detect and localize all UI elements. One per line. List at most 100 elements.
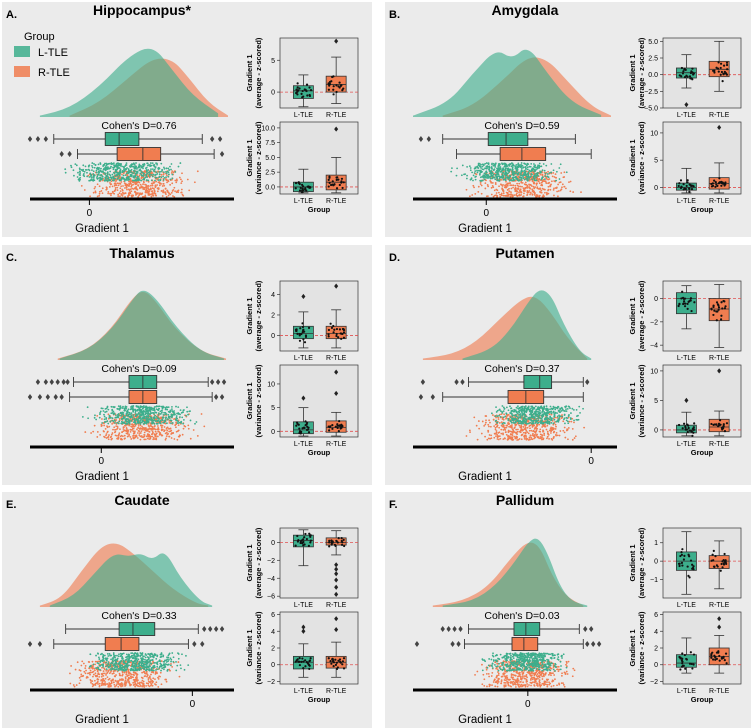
small-point [296, 86, 299, 89]
rain-point-r-tle [128, 434, 130, 437]
rain-point-r-tle [154, 185, 157, 188]
rain-point-l-tle [489, 170, 492, 173]
rain-point-l-tle [167, 173, 170, 176]
rain-point-r-tle [495, 416, 497, 419]
rain-point-l-tle [472, 179, 474, 182]
rain-point-l-tle [149, 170, 152, 172]
rain-point-r-tle [491, 184, 494, 187]
rain-point-l-tle [560, 406, 563, 409]
rain-point-r-tle [136, 428, 138, 431]
rain-point-r-tle [127, 180, 130, 183]
rain-point-r-tle [529, 187, 532, 190]
rain-point-r-tle [187, 427, 190, 430]
small-point [335, 84, 338, 87]
rain-point-l-tle [524, 168, 527, 171]
rain-point-r-tle [161, 424, 164, 427]
rain-point-r-tle [166, 433, 169, 436]
y-axis-title: Gradient 1(variance - z-scored) [245, 121, 263, 194]
rain-point-r-tle [515, 432, 518, 435]
rain-point-l-tle [111, 417, 114, 420]
rain-point-l-tle [533, 163, 535, 165]
rain-point-l-tle [499, 170, 502, 173]
rain-point-r-tle [473, 186, 475, 189]
rain-point-l-tle [567, 422, 570, 425]
rain-point-l-tle [112, 179, 115, 182]
rain-point-r-tle [134, 194, 137, 196]
rain-point-l-tle [105, 416, 108, 419]
x-tick-label-zero: 0 [483, 208, 489, 219]
small-point [681, 72, 685, 75]
rain-point-r-tle [499, 195, 502, 198]
rain-point-l-tle [117, 413, 119, 416]
rain-point-l-tle [158, 422, 161, 424]
rain-point-l-tle [164, 413, 167, 416]
small-outlier [334, 369, 339, 375]
small-point [715, 183, 718, 186]
rain-point-r-tle [511, 431, 514, 433]
rain-point-r-tle [196, 435, 199, 437]
rain-point-l-tle [121, 407, 124, 410]
rain-point-l-tle [141, 419, 144, 422]
rain-point-l-tle [487, 162, 490, 165]
rain-point-r-tle [162, 182, 165, 185]
rain-point-r-tle [516, 195, 519, 198]
rain-point-r-tle [536, 194, 538, 197]
rain-point-r-tle [508, 187, 510, 190]
small-point [338, 81, 341, 84]
rain-point-r-tle [144, 186, 147, 189]
rain-point-l-tle [145, 415, 148, 418]
rain-point-r-tle [163, 184, 166, 187]
y-tick-label: 5.0 [265, 155, 275, 162]
rain-point-l-tle [126, 179, 128, 181]
rain-point-l-tle [525, 422, 528, 425]
rain-point-r-tle [149, 193, 152, 196]
small-point [682, 183, 685, 186]
rain-point-l-tle [473, 172, 476, 174]
subplot-frame [279, 280, 359, 352]
small-point [302, 185, 305, 188]
rain-point-l-tle [536, 410, 539, 413]
rain-point-l-tle [536, 417, 538, 420]
rain-point-l-tle [520, 168, 523, 170]
rain-point-l-tle [139, 419, 142, 422]
rain-point-r-tle [140, 428, 143, 430]
rain-point-l-tle [545, 164, 548, 167]
small-point [721, 307, 724, 310]
small-point [682, 300, 686, 303]
rain-point-l-tle [73, 174, 75, 177]
rain-point-r-tle [132, 435, 134, 437]
rain-point-l-tle [553, 418, 556, 421]
small-point [335, 332, 338, 336]
rain-point-l-tle [103, 171, 105, 174]
rain-point-l-tle [482, 176, 485, 179]
rain-point-r-tle [483, 425, 486, 427]
rain-point-l-tle [137, 421, 139, 424]
rain-point-l-tle [516, 165, 519, 168]
rain-point-l-tle [548, 172, 551, 174]
rain-point-r-tle [165, 435, 168, 438]
panel-title: Thalamus [109, 245, 175, 261]
rain-point-r-tle [121, 435, 124, 438]
rain-point-r-tle [117, 184, 120, 187]
rain-point-l-tle [127, 421, 130, 424]
rain-point-l-tle [135, 405, 138, 408]
rain-point-r-tle [509, 184, 512, 187]
rain-point-r-tle [564, 436, 567, 439]
rain-point-l-tle [130, 406, 132, 408]
rain-point-r-tle [477, 420, 480, 422]
rain-point-l-tle [582, 407, 584, 410]
rain-point-r-tle [496, 433, 498, 436]
small-point [677, 423, 681, 427]
rain-point-r-tle [121, 431, 123, 434]
rain-point-r-tle [520, 434, 523, 437]
rain-point-r-tle [142, 195, 145, 198]
rain-point-l-tle [484, 162, 487, 165]
rain-point-r-tle [119, 195, 121, 198]
rain-point-r-tle [540, 189, 543, 192]
rain-point-r-tle [553, 176, 556, 178]
rain-point-l-tle [91, 166, 94, 169]
box-l-tle-outlier [43, 136, 49, 142]
rain-point-r-tle [130, 438, 133, 440]
rain-point-r-tle [569, 180, 572, 183]
